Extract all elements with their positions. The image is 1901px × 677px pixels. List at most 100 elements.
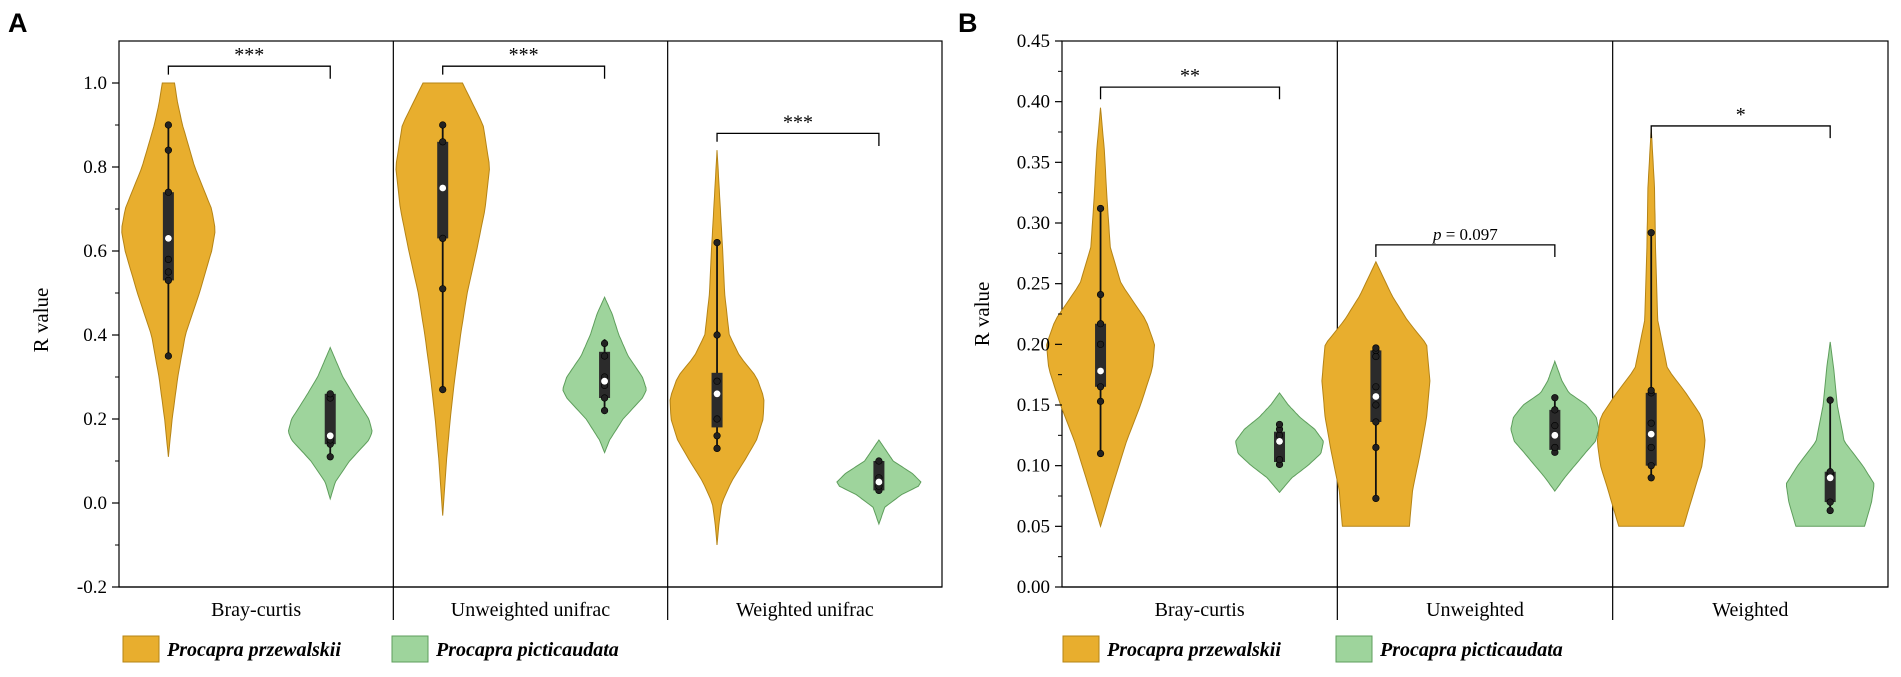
iqr-box: [1549, 409, 1561, 450]
y-tick-label: 1.0: [83, 73, 107, 94]
y-tick-label: -0.2: [77, 577, 107, 598]
data-point: [1096, 290, 1105, 299]
data-point: [1551, 394, 1559, 402]
data-point: [1826, 468, 1834, 476]
data-point: [1647, 419, 1655, 427]
data-point: [164, 268, 172, 276]
data-point: [1372, 418, 1380, 426]
data-point: [1372, 401, 1380, 409]
significance-bracket: [442, 65, 606, 79]
legend-swatch-picticaudata: [391, 635, 429, 663]
data-point: [1096, 383, 1105, 391]
median-marker: [601, 377, 608, 385]
data-point: [713, 415, 721, 423]
data-point: [600, 339, 609, 348]
data-point: [1096, 204, 1105, 213]
data-point: [600, 394, 609, 402]
panel-a-y-axis: -0.2 0.0 0.2 0.4 0.6 0.8 1.0: [77, 73, 119, 598]
data-point: [1096, 320, 1105, 328]
data-point: [713, 444, 721, 453]
data-point: [439, 386, 447, 394]
data-point: [164, 146, 172, 154]
legend-swatch-picticaudata: [1335, 635, 1373, 663]
iqr-box: [1274, 431, 1286, 463]
median-marker: [1647, 430, 1655, 438]
group-label: Weighted unifrac: [736, 599, 874, 621]
panel-b-legend: Procapra przewalskii Procapra picticauda…: [1062, 635, 1563, 663]
data-point: [1275, 431, 1284, 439]
median-marker: [875, 478, 883, 486]
y-tick-label: 0.2: [83, 409, 107, 430]
significance-label: ***: [509, 44, 539, 66]
panel-b-violins: Bray-curtis ** Unweighted p = 0.097 Weighted…: [1046, 41, 1875, 621]
panel-b-plot-frame: [1061, 40, 1889, 588]
data-point: [713, 239, 721, 247]
data-point: [439, 138, 447, 146]
y-tick-label: 0.20: [1017, 334, 1050, 355]
panel-b-y-axis: 0.00 0.05 0.10 0.15 0.20 0.25 0.30 0.35 0.40 0.45: [1017, 31, 1062, 598]
data-point: [164, 121, 172, 129]
significance-label: *: [1736, 104, 1746, 126]
data-point: [1275, 456, 1284, 464]
legend-swatch-przewalskii: [122, 635, 160, 663]
data-point: [1096, 397, 1105, 405]
group-label: Weighted: [1712, 599, 1788, 621]
data-point: [1275, 420, 1284, 429]
median-marker: [326, 432, 334, 440]
data-point: [713, 331, 721, 339]
data-point: [1372, 383, 1380, 391]
median-marker: [164, 235, 172, 242]
significance-label: **: [1180, 65, 1200, 87]
median-marker: [439, 184, 447, 192]
significance-bracket: [1375, 244, 1556, 257]
y-tick-label: 0.05: [1017, 516, 1050, 537]
median-marker: [1551, 431, 1559, 439]
panel-a-violins: Bray-curtis *** Unweighted unifrac *** Weigh…: [121, 41, 922, 621]
median-marker: [1276, 438, 1283, 445]
median-marker: [1372, 393, 1380, 400]
y-tick-label: 0.15: [1017, 395, 1050, 416]
median-marker: [713, 390, 721, 398]
iqr-box: [1645, 392, 1657, 466]
panel-letter-a: A: [8, 8, 28, 38]
y-tick-label: 0.0: [83, 493, 107, 514]
data-point: [1647, 443, 1655, 452]
group-label: Unweighted unifrac: [451, 599, 611, 621]
data-point: [164, 255, 172, 264]
data-point: [439, 285, 447, 293]
data-point: [713, 377, 721, 385]
y-tick-label: 0.4: [83, 325, 107, 346]
iqr-box: [1824, 471, 1836, 503]
data-point: [1372, 494, 1380, 503]
data-point: [1372, 344, 1380, 352]
data-point: [1551, 406, 1559, 414]
data-point: [1096, 340, 1105, 348]
legend-label-picticaudata: Procapra picticaudata: [1379, 639, 1563, 661]
panel-a-y-axis-title: R value: [29, 288, 53, 353]
data-point: [1096, 449, 1105, 458]
y-tick-label: 0.40: [1017, 92, 1050, 113]
significance-label: ***: [783, 111, 813, 133]
data-point: [164, 276, 172, 285]
data-point: [1551, 443, 1559, 452]
median-marker: [1097, 367, 1104, 375]
data-point: [439, 234, 447, 242]
y-tick-label: 0.00: [1017, 577, 1050, 598]
data-point: [326, 390, 334, 398]
y-tick-label: 0.10: [1017, 456, 1050, 477]
legend-label-picticaudata: Procapra picticaudata: [435, 639, 619, 661]
data-point: [164, 188, 172, 196]
data-point: [713, 432, 721, 440]
data-point: [1372, 443, 1380, 452]
significance-bracket: [716, 132, 880, 146]
significance-label: ***: [234, 44, 264, 66]
data-point: [600, 407, 609, 415]
data-point: [1826, 506, 1834, 515]
legend-swatch-przewalskii: [1062, 635, 1100, 663]
iqr-box: [711, 372, 723, 428]
iqr-box: [324, 393, 336, 445]
significance-bracket: [1650, 125, 1831, 139]
data-point: [439, 121, 447, 129]
y-tick-label: 0.30: [1017, 213, 1050, 234]
